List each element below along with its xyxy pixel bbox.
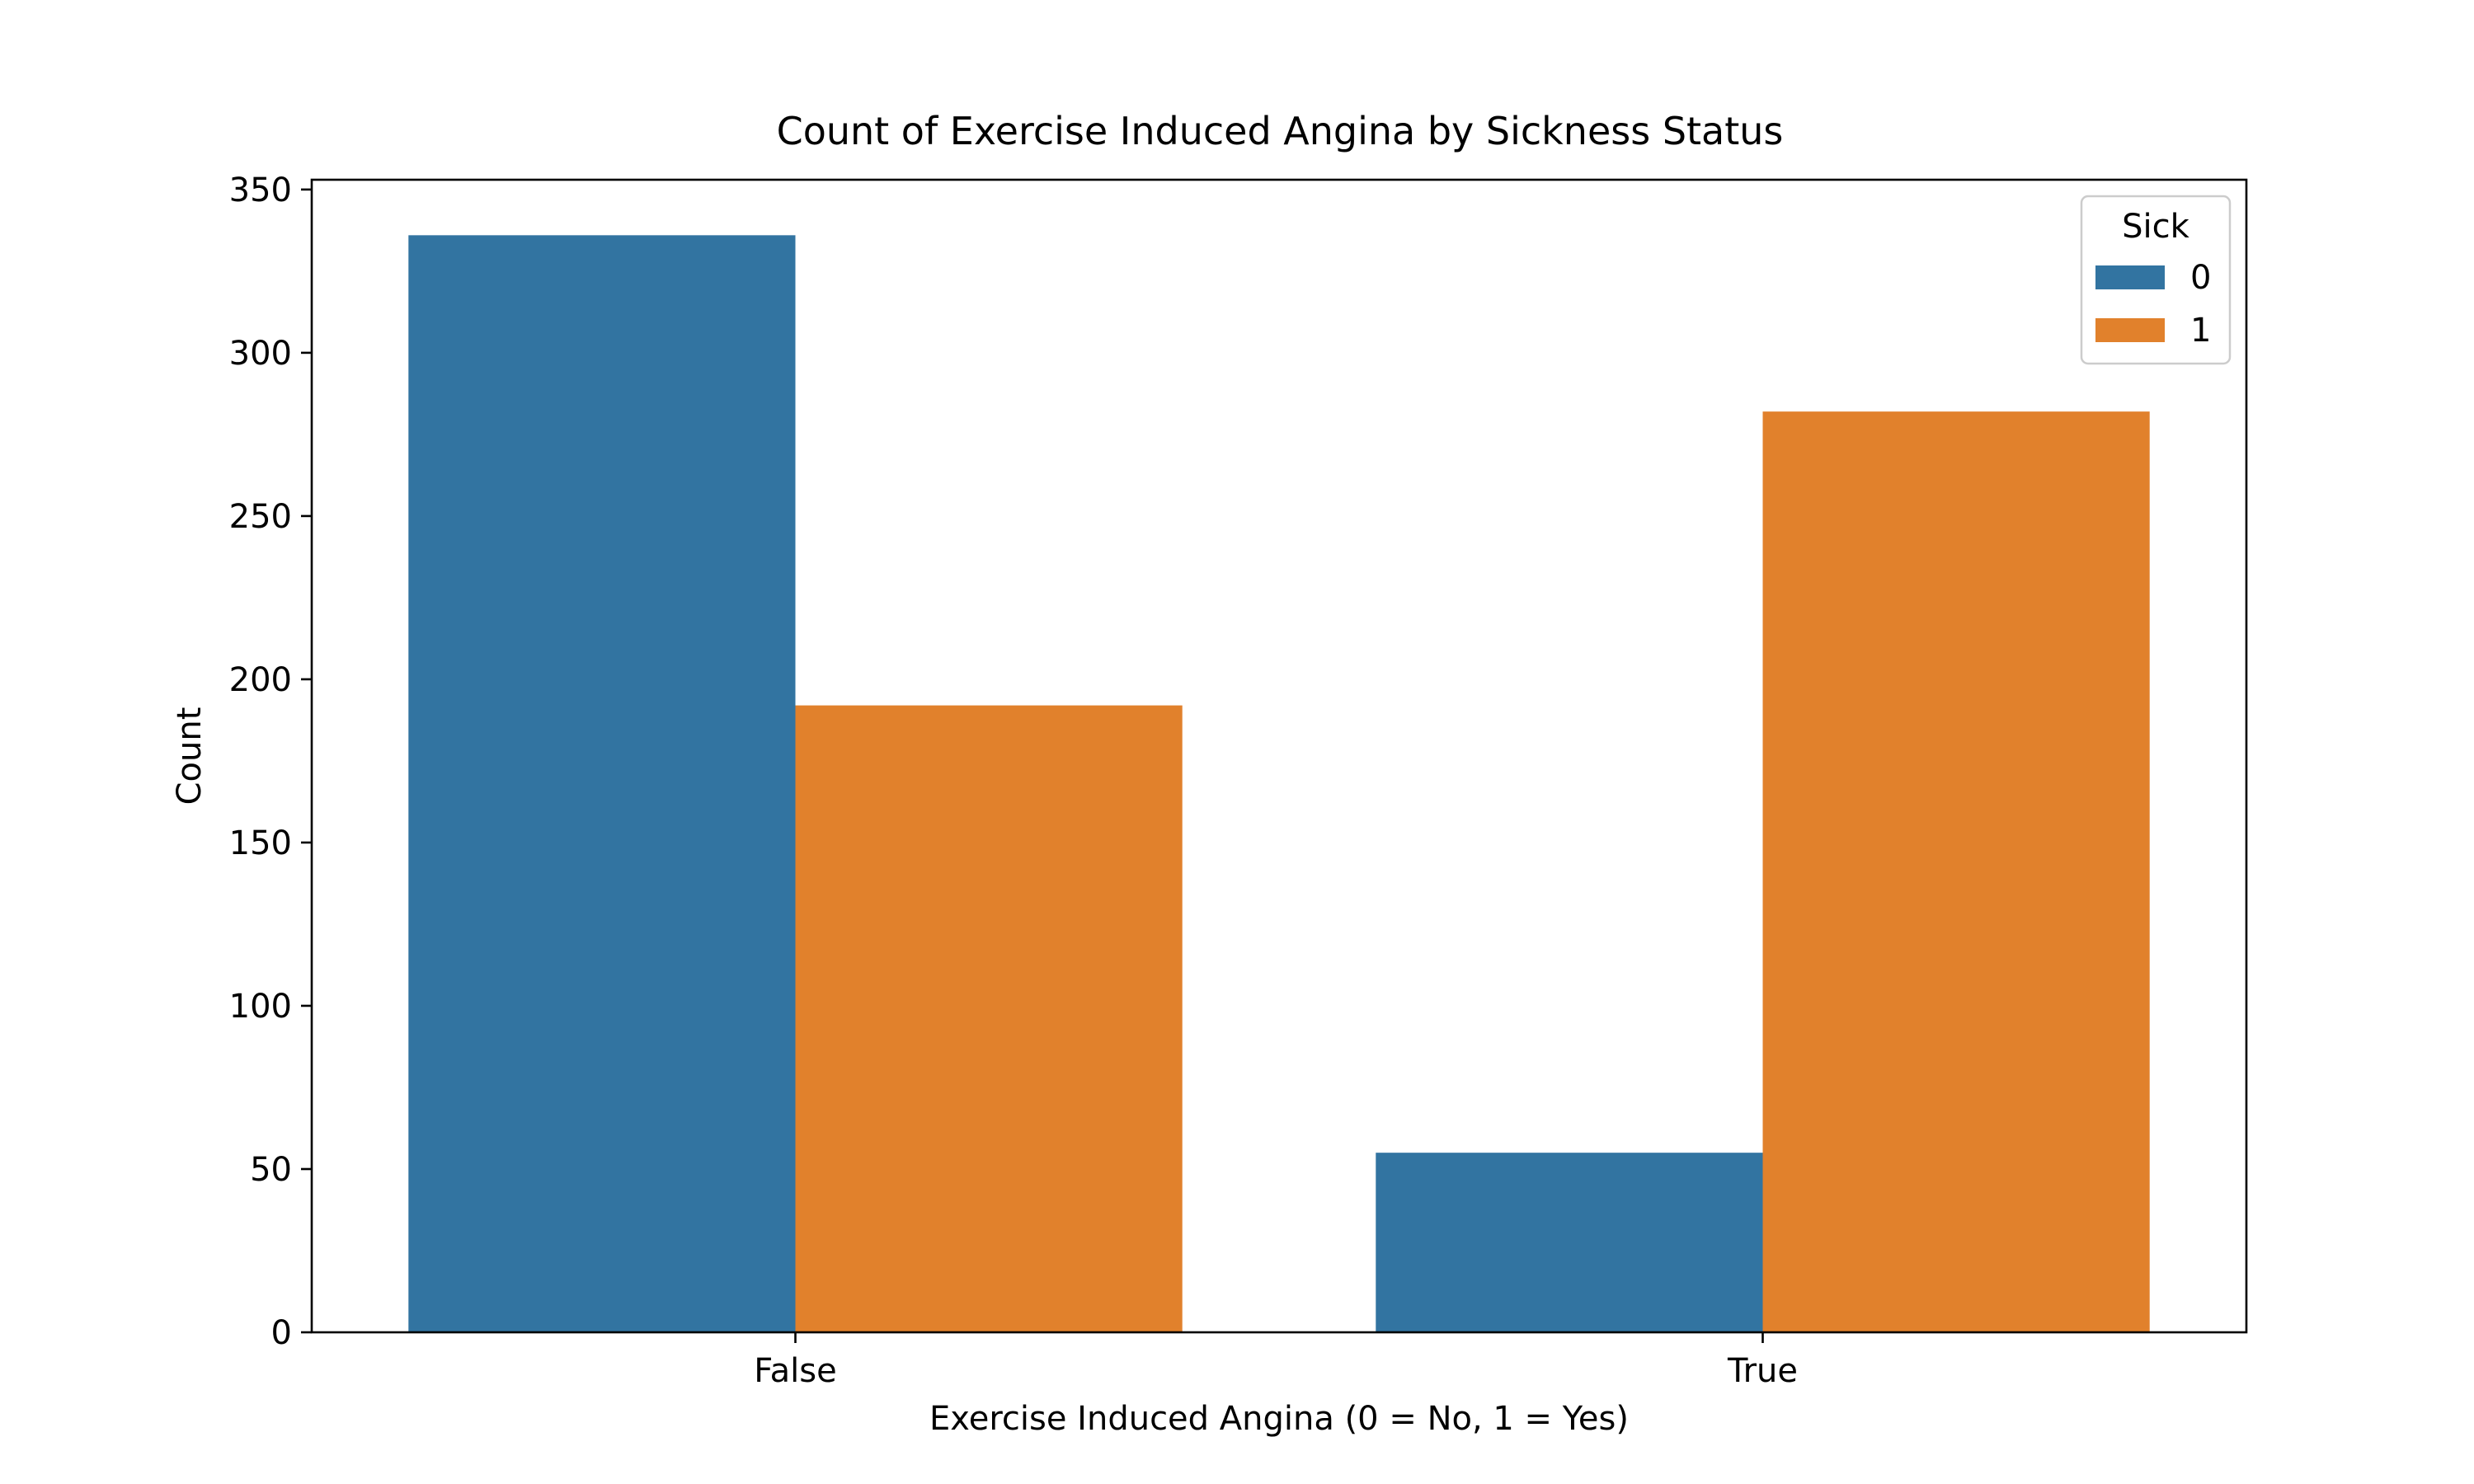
x-tick-label: False — [754, 1352, 836, 1390]
legend-entries: 01 — [2095, 259, 2211, 350]
bar-true-sick-0 — [1376, 1153, 1763, 1332]
plot-frame — [310, 178, 2248, 1334]
x-axis: False True — [754, 1332, 1798, 1390]
y-tick-label: 100 — [229, 988, 292, 1026]
y-tick-label: 50 — [250, 1151, 292, 1189]
y-axis-label: Count — [171, 707, 209, 805]
bars-layer — [408, 235, 2150, 1333]
legend-swatch-sick-1 — [2095, 318, 2165, 342]
legend-label-sick-1: 1 — [2190, 312, 2211, 350]
x-tick-label: True — [1727, 1352, 1798, 1390]
legend: Sick 01 — [2080, 195, 2232, 365]
legend-label-sick-0: 0 — [2190, 259, 2211, 297]
y-tick-label: 250 — [229, 498, 292, 536]
y-tick-label: 0 — [271, 1314, 292, 1352]
chart-title: Count of Exercise Induced Angina by Sick… — [777, 109, 1784, 153]
bar-false-sick-1 — [795, 705, 1183, 1332]
bar-false-sick-0 — [408, 235, 796, 1333]
x-axis-label: Exercise Induced Angina (0 = No, 1 = Yes… — [929, 1400, 1629, 1438]
legend-swatch-sick-0 — [2095, 265, 2165, 289]
y-tick-label: 200 — [229, 661, 292, 699]
y-tick-label: 300 — [229, 335, 292, 373]
y-tick-label: 350 — [229, 171, 292, 209]
y-axis: 0 50 100 150 200 250 300 350 — [229, 171, 312, 1352]
y-tick-label: 150 — [229, 824, 292, 862]
bar-true-sick-1 — [1762, 411, 2150, 1333]
legend-title: Sick — [2122, 208, 2189, 246]
